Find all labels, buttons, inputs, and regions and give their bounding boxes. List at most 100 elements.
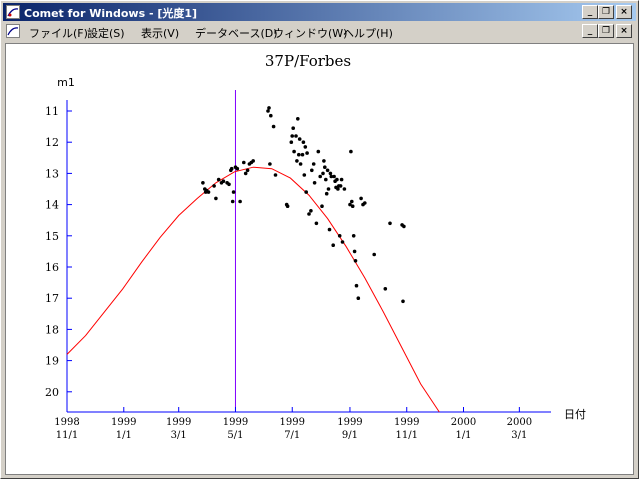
document-icon[interactable] (6, 24, 20, 38)
observation-point (350, 204, 355, 208)
observation-point (326, 187, 331, 191)
x-tick-date-label: 9/1 (342, 430, 358, 441)
y-tick-label: 12 (45, 136, 59, 149)
observation-point (201, 181, 205, 185)
comet-app-icon[interactable] (6, 5, 20, 19)
x-tick-date-label: 11/1 (395, 430, 417, 441)
observation-point (245, 168, 250, 173)
observation-point (327, 227, 332, 232)
observation-point (349, 149, 353, 154)
menu-view[interactable]: 表示(V) (141, 27, 180, 40)
light-curve-chart: 37P/Forbes m1 日付 11 12 13 14 15 16 17 18 19 20 199… (45, 52, 586, 441)
observation-point (337, 234, 342, 238)
x-tick-year-label: 1999 (223, 417, 248, 428)
x-tick-date-label: 7/1 (284, 430, 300, 441)
observation-point (335, 177, 339, 182)
observation-point (214, 196, 218, 201)
observation-point (322, 159, 326, 163)
y-tick-label: 15 (45, 230, 59, 243)
observation-point (328, 171, 333, 176)
observation-point (321, 171, 325, 176)
y-tick-label: 13 (45, 167, 59, 180)
y-tick-label: 11 (45, 105, 59, 118)
x-tick-date-label: 5/1 (227, 430, 243, 441)
x-tick-year-label: 2000 (507, 417, 532, 428)
x-tick-year-label: 1998 (54, 417, 79, 428)
observation-point (243, 171, 248, 176)
observation-point (372, 252, 377, 257)
observation-point (311, 162, 316, 166)
observation-point (354, 283, 359, 288)
child-minimize-icon[interactable]: _ (582, 24, 598, 38)
observation-point (298, 162, 303, 166)
observation-point (268, 162, 272, 166)
observation-point (310, 168, 314, 173)
observation-point (309, 209, 313, 213)
x-tick-date-label: 3/1 (511, 430, 527, 441)
close-icon[interactable]: × (616, 5, 632, 19)
x-tick-year-label: 1999 (111, 417, 136, 428)
observation-point (307, 212, 311, 216)
observation-point (338, 184, 343, 188)
observation-point (242, 160, 246, 165)
title-bar[interactable]: Comet for Windows - [光度1] _ ❐ × (3, 3, 636, 21)
menu-help[interactable]: ヘルプ(H) (343, 27, 393, 40)
observation-point (388, 221, 392, 226)
observation-point (348, 202, 352, 207)
window-title: Comet for Windows - [光度1] (24, 7, 198, 20)
observation-point (290, 134, 295, 138)
observation-point (301, 140, 306, 144)
model-curve (66, 166, 440, 413)
observation-point (231, 190, 236, 194)
observation-point (269, 113, 273, 118)
observation-point (212, 184, 216, 188)
observation-point (271, 124, 276, 129)
y-tick-label: 14 (45, 199, 59, 212)
y-tick-label: 20 (45, 386, 59, 399)
observation-point (300, 152, 305, 157)
menu-settings[interactable]: 設定(S) (87, 27, 125, 40)
minimize-icon[interactable]: _ (582, 5, 598, 19)
restore-icon[interactable]: ❐ (598, 5, 614, 19)
menu-file[interactable]: ファイル(F) (29, 27, 88, 40)
observation-point (294, 134, 298, 138)
child-close-icon[interactable]: × (616, 24, 632, 38)
observation-point (289, 140, 294, 144)
observation-point (324, 191, 329, 196)
observation-point (363, 201, 367, 205)
observation-point (305, 151, 309, 155)
observation-point (267, 106, 271, 110)
observation-point (331, 243, 336, 247)
observation-point (266, 109, 270, 113)
x-tick-year-label: 1999 (337, 417, 362, 428)
observation-point (352, 249, 357, 254)
observation-point (273, 173, 278, 177)
x-axis-label: 日付 (564, 408, 586, 421)
x-tick-year-label: 1999 (166, 417, 191, 428)
observation-point (339, 177, 344, 182)
x-tick-date-label: 11/1 (56, 430, 78, 441)
observation-point (216, 177, 221, 182)
child-restore-icon[interactable]: ❐ (598, 24, 614, 38)
observation-point (323, 165, 327, 169)
observation-point (325, 168, 330, 173)
y-tick-label: 19 (45, 355, 59, 368)
observation-point (318, 174, 323, 179)
observation-point (342, 187, 347, 191)
menu-database[interactable]: データベース(D) (195, 27, 278, 40)
observation-point (304, 190, 309, 194)
observation-point (302, 173, 307, 177)
observation-point (359, 196, 363, 201)
observation-point (291, 126, 296, 130)
observation-point (332, 174, 336, 179)
observation-point (353, 259, 358, 263)
menu-window[interactable]: ウィンドウ(W) (273, 27, 348, 40)
observation-point (206, 190, 211, 194)
observation-point (235, 166, 240, 171)
observation-point (292, 149, 296, 154)
observation-point (320, 204, 324, 208)
y-axis-label: m1 (57, 76, 75, 89)
observation-point (351, 234, 356, 238)
observation-point (329, 174, 334, 179)
